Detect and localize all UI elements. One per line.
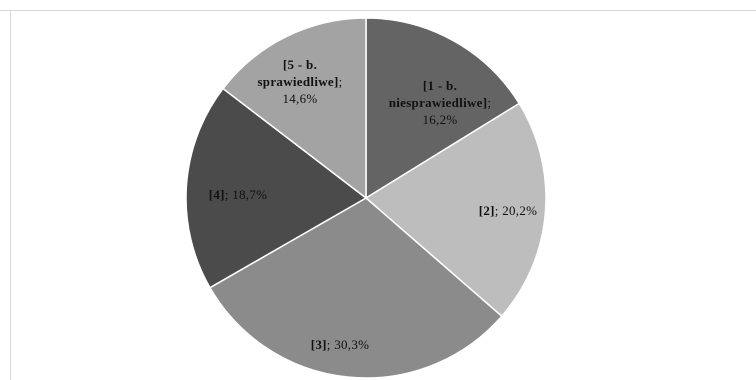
- slice-label-4: [4]; 18,7%: [209, 187, 268, 202]
- slice-category-line: niesprawiedliwe]: [389, 95, 488, 110]
- pie-slice-5: [222, 17, 367, 200]
- slice-label-3: [3]; 30,3%: [311, 337, 370, 352]
- slice-label-1: [1 - b. niesprawiedliwe]; 16,2%: [389, 78, 492, 127]
- pie-slice-2: [364, 102, 547, 318]
- slice-category: [4]: [209, 187, 225, 202]
- slice-value: ; 20,2%: [495, 203, 538, 218]
- chart-border-left: [10, 10, 11, 380]
- pie-slice-4: [185, 87, 368, 289]
- slice-value: 14,6%: [282, 91, 317, 106]
- slice-value: ; 30,3%: [327, 337, 370, 352]
- chart-border-top: [0, 10, 756, 11]
- pie-slice-1: [365, 17, 521, 200]
- slice-value: 16,2%: [422, 112, 457, 127]
- slice-category: [3]: [311, 337, 327, 352]
- slice-value: ; 18,7%: [225, 187, 268, 202]
- slice-category-line: sprawiedliwe]: [257, 74, 338, 89]
- pie-slice-3: [208, 197, 503, 379]
- slice-label-2: [2]; 20,2%: [479, 203, 538, 218]
- slice-category-line: [5 - b.: [283, 57, 317, 72]
- slice-label-5: [5 - b. sprawiedliwe]; 14,6%: [257, 57, 342, 106]
- slice-category: [2]: [479, 203, 495, 218]
- slice-category-line: [1 - b.: [423, 78, 457, 93]
